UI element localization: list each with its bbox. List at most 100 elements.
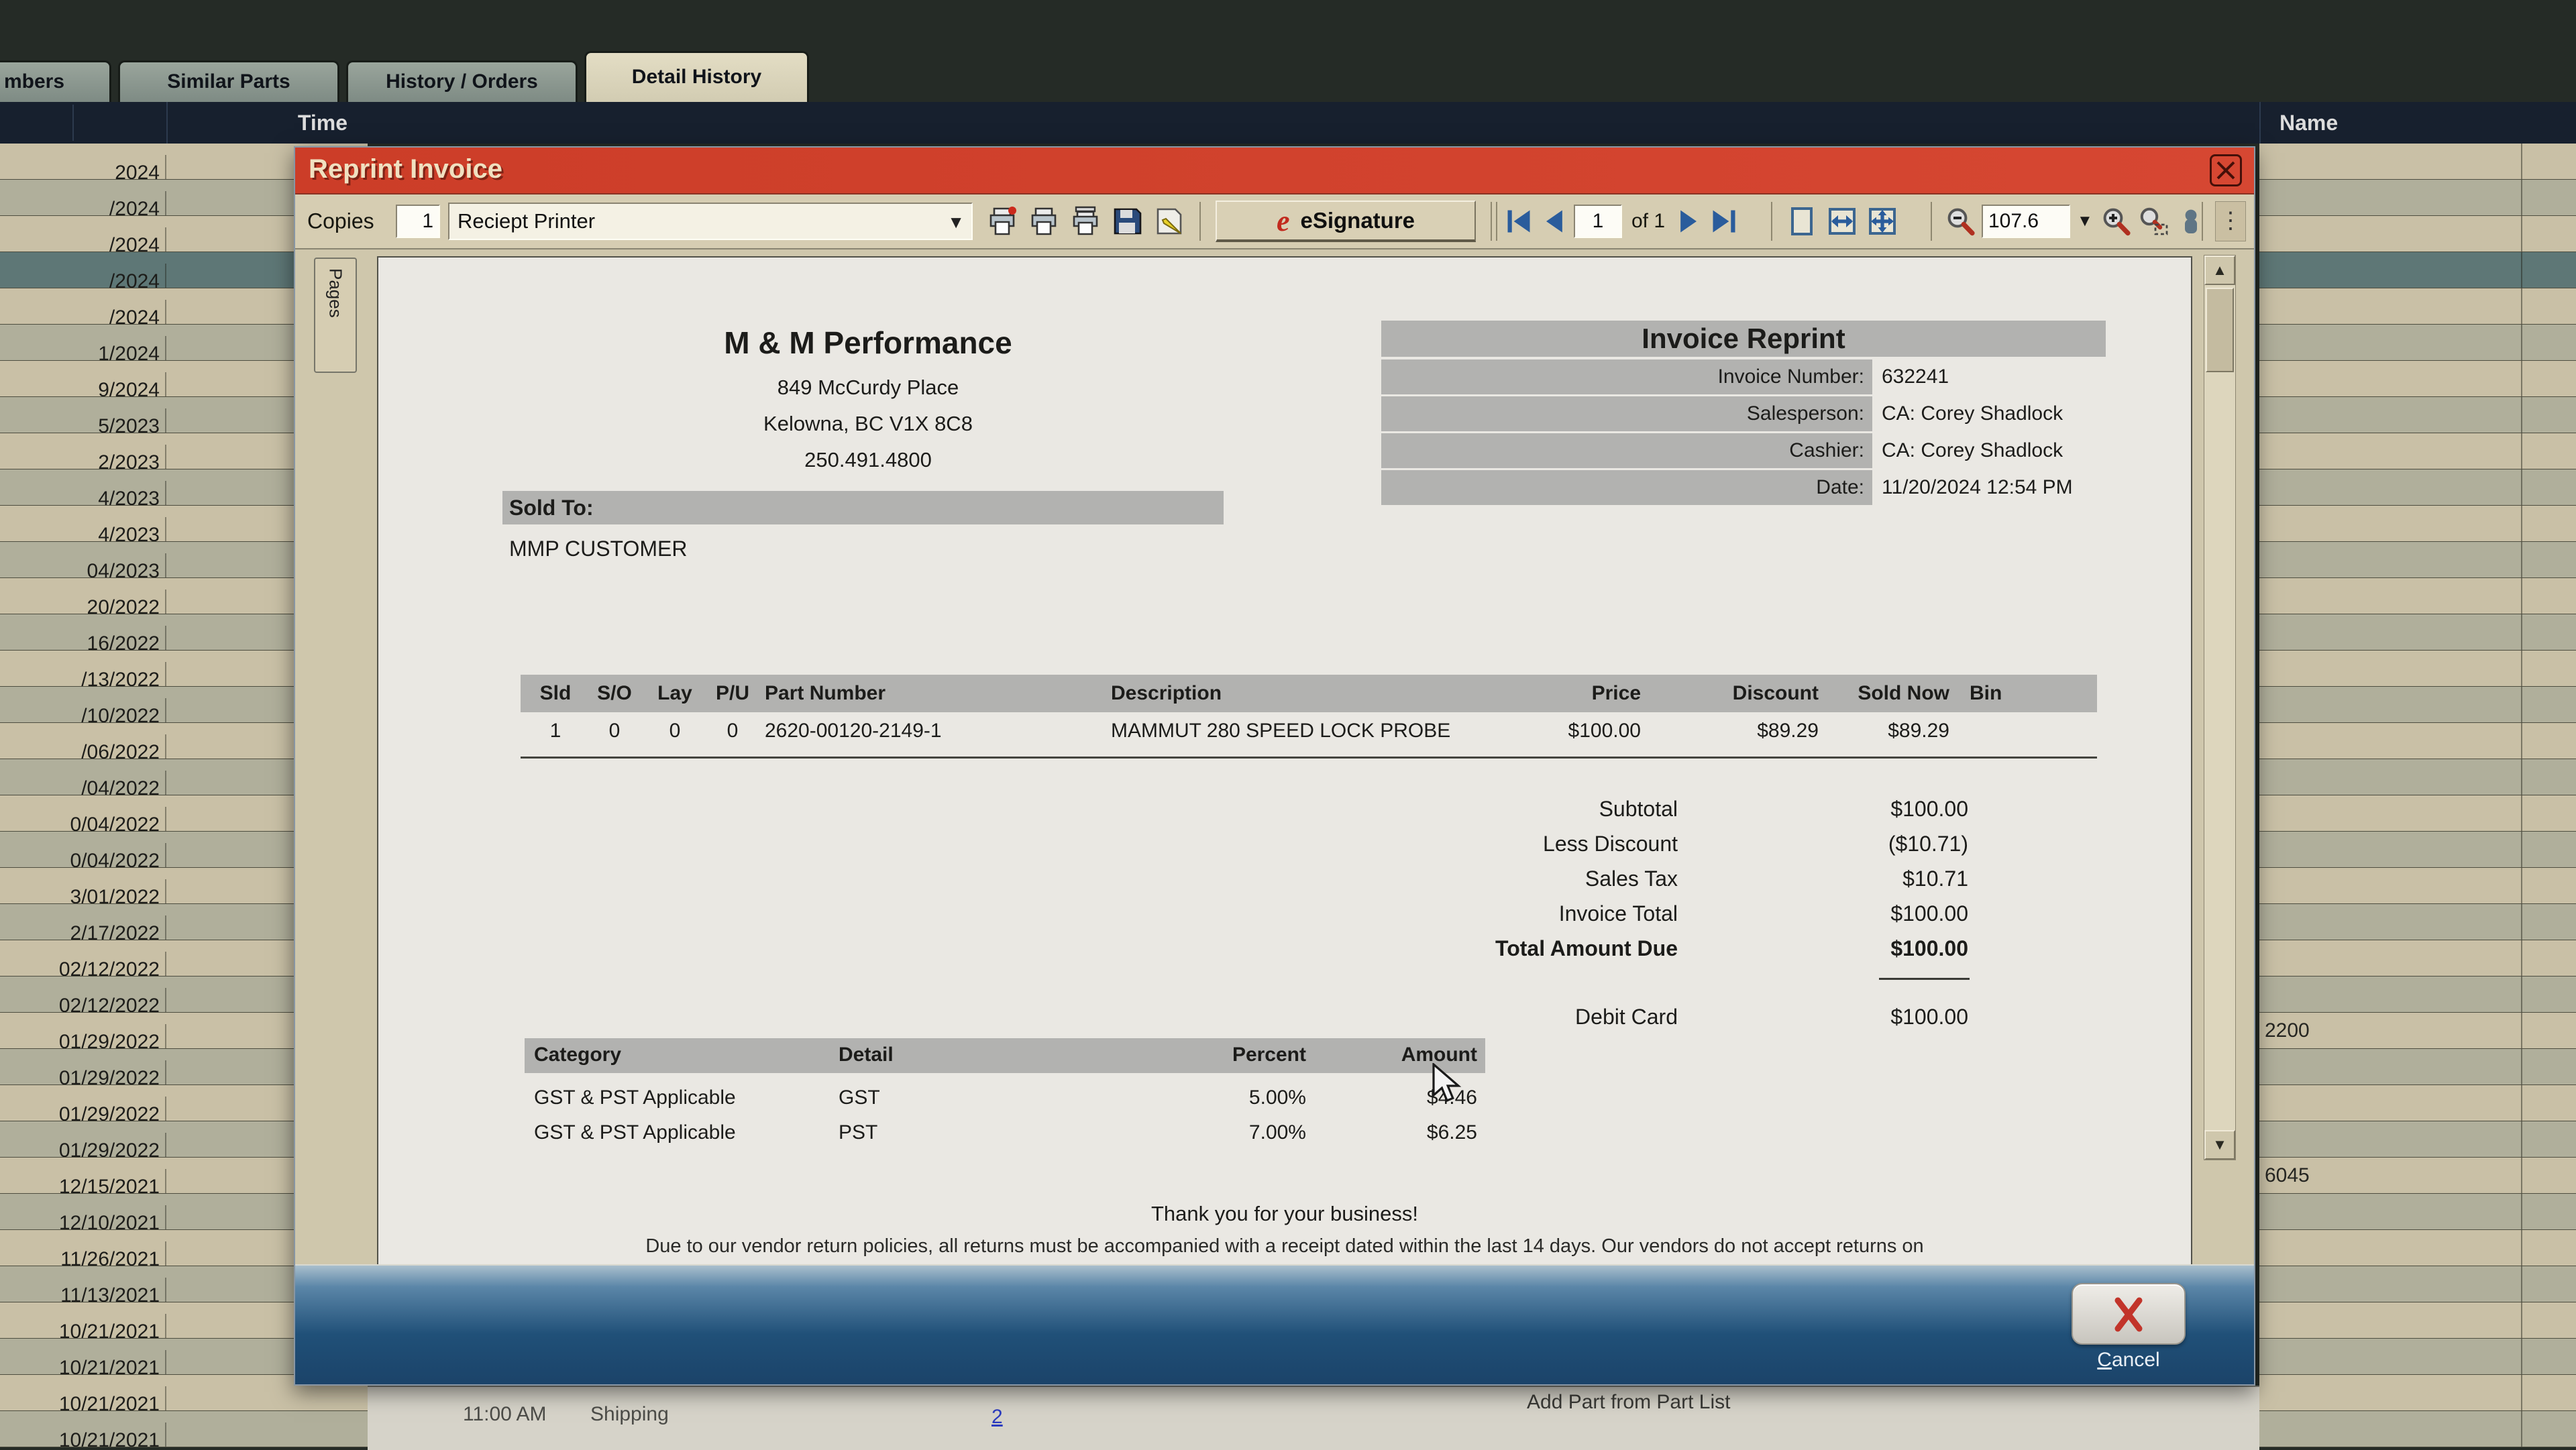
table-row[interactable] xyxy=(2259,651,2576,687)
page-number-input[interactable] xyxy=(1574,205,1622,238)
next-page-icon[interactable] xyxy=(1674,207,1704,236)
shipping-value: Shipping xyxy=(590,1403,669,1425)
table-row[interactable] xyxy=(2259,868,2576,904)
total-row: Total Amount Due $100.00 xyxy=(1116,931,1968,966)
scroll-down-icon[interactable]: ▼ xyxy=(2204,1130,2235,1160)
table-row[interactable]: 6045 xyxy=(2259,1158,2576,1194)
table-row[interactable] xyxy=(2259,542,2576,578)
return-policy-text: Due to our vendor return policies, all r… xyxy=(645,1235,1924,1257)
print-receipt-icon[interactable] xyxy=(986,205,1018,237)
dialog-title-bar[interactable]: Reprint Invoice xyxy=(295,148,2254,194)
name-cell xyxy=(2259,542,2522,577)
table-row[interactable] xyxy=(2259,1049,2576,1085)
company-address-line2: Kelowna, BC V1X 8C8 xyxy=(763,412,973,435)
save-icon[interactable] xyxy=(1111,205,1143,237)
date-cell: 01/29/2022 xyxy=(0,1060,166,1084)
table-row[interactable] xyxy=(2259,1302,2576,1339)
tab-detail-history[interactable]: Detail History xyxy=(584,51,809,102)
date-cell: 2024 xyxy=(0,155,166,179)
table-row[interactable] xyxy=(2259,578,2576,614)
table-row[interactable] xyxy=(2259,288,2576,325)
cancel-button[interactable] xyxy=(2072,1283,2186,1345)
tab-history-orders[interactable]: History / Orders xyxy=(346,60,578,102)
table-row[interactable] xyxy=(2259,433,2576,469)
tab-similar-parts[interactable]: Similar Parts xyxy=(118,60,339,102)
zoom-level-input[interactable] xyxy=(1982,205,2070,238)
zoom-caret-icon[interactable]: ▼ xyxy=(2077,212,2093,230)
table-row[interactable] xyxy=(2259,940,2576,977)
toolbar-separator xyxy=(1496,202,1497,241)
cell-category: GST & PST Applicable xyxy=(534,1086,736,1109)
table-row[interactable] xyxy=(2259,723,2576,759)
table-row[interactable] xyxy=(2259,469,2576,506)
table-row[interactable] xyxy=(2259,1230,2576,1266)
print-icon[interactable] xyxy=(1028,205,1060,237)
table-row[interactable] xyxy=(2259,144,2576,180)
sold-to-value: MMP CUSTOMER xyxy=(509,537,688,561)
table-row[interactable] xyxy=(2259,977,2576,1013)
cancel-x-icon xyxy=(2114,1297,2143,1332)
chevron-down-icon[interactable]: ▼ xyxy=(947,212,965,232)
table-row[interactable] xyxy=(2259,687,2576,723)
column-header-name[interactable]: Name xyxy=(2259,102,2576,144)
table-row[interactable] xyxy=(2259,506,2576,542)
previous-page-icon[interactable] xyxy=(1539,207,1568,236)
table-row[interactable] xyxy=(2259,1375,2576,1411)
close-icon[interactable] xyxy=(2210,154,2242,186)
printer-select[interactable]: Reciept Printer ▼ xyxy=(448,203,973,240)
first-page-icon[interactable] xyxy=(1504,207,1534,236)
table-row[interactable] xyxy=(2259,1339,2576,1375)
table-row[interactable] xyxy=(2259,1411,2576,1447)
zoom-in-icon[interactable] xyxy=(2100,205,2132,237)
table-row[interactable]: 2200 xyxy=(2259,1013,2576,1049)
table-row[interactable] xyxy=(2259,325,2576,361)
table-row[interactable] xyxy=(2259,614,2576,651)
name-cell xyxy=(2259,361,2522,396)
table-row[interactable] xyxy=(2259,397,2576,433)
table-row[interactable] xyxy=(2259,1121,2576,1158)
last-page-icon[interactable] xyxy=(1709,207,1739,236)
pan-hand-icon[interactable] xyxy=(2175,205,2207,237)
print-setup-icon[interactable] xyxy=(1069,205,1102,237)
table-row[interactable] xyxy=(2259,361,2576,397)
esignature-button[interactable]: e eSignature xyxy=(1216,201,1476,242)
table-row[interactable] xyxy=(2259,1266,2576,1302)
copies-input[interactable] xyxy=(396,205,440,238)
scrollbar-thumb[interactable] xyxy=(2206,288,2234,372)
name-cell xyxy=(2259,144,2522,179)
table-row[interactable] xyxy=(2259,832,2576,868)
date-cell: 11/26/2021 xyxy=(0,1241,166,1266)
whole-page-icon[interactable] xyxy=(1786,205,1818,237)
column-header-time[interactable]: Time xyxy=(166,102,368,144)
date-cell: 01/29/2022 xyxy=(0,1024,166,1048)
fit-width-icon[interactable] xyxy=(1826,205,1858,237)
name-cell xyxy=(2259,832,2522,867)
cell-pu: 0 xyxy=(727,720,739,742)
scroll-up-icon[interactable]: ▲ xyxy=(2204,256,2235,285)
total-row: Subtotal $100.00 xyxy=(1116,791,1968,826)
date-cell: 11/13/2021 xyxy=(0,1278,166,1302)
zoom-marquee-icon[interactable] xyxy=(2137,205,2169,237)
zoom-out-icon[interactable] xyxy=(1944,205,1976,237)
table-row[interactable] xyxy=(2259,1085,2576,1121)
add-part-from-part-list-label[interactable]: Add Part from Part List xyxy=(1527,1391,1731,1413)
table-row[interactable] xyxy=(2259,1194,2576,1230)
quantity-link[interactable]: 2 xyxy=(991,1406,1003,1428)
header-category: Category xyxy=(534,1044,622,1066)
cancel-button-label: Cancel xyxy=(2097,1349,2160,1371)
pages-side-tab[interactable]: Pages xyxy=(314,258,357,373)
date-cell: 10/21/2021 xyxy=(0,1423,166,1447)
table-row[interactable] xyxy=(2259,904,2576,940)
table-row[interactable] xyxy=(2259,252,2576,288)
export-icon[interactable] xyxy=(1152,205,1185,237)
table-row[interactable]: 10/21/2021 xyxy=(0,1411,368,1447)
preview-scrollbar[interactable]: ▲ ▼ xyxy=(2204,255,2236,1160)
fit-page-icon[interactable] xyxy=(1866,205,1898,237)
table-row[interactable] xyxy=(2259,216,2576,252)
table-row[interactable] xyxy=(2259,759,2576,795)
table-row[interactable] xyxy=(2259,180,2576,216)
table-row[interactable] xyxy=(2259,795,2576,832)
tab-numbers[interactable]: mbers xyxy=(0,60,111,102)
header-detail: Detail xyxy=(839,1044,894,1066)
more-options-button[interactable]: ⋮ xyxy=(2215,201,2246,241)
